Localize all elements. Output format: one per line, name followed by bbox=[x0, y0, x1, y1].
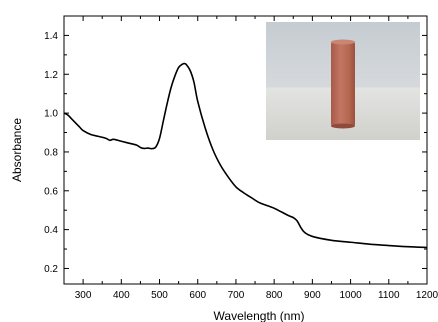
x-tick-label: 1000 bbox=[339, 290, 362, 301]
y-tick-label: 0.4 bbox=[44, 225, 58, 236]
x-tick-label: 1100 bbox=[378, 290, 400, 301]
y-tick-label: 1.0 bbox=[44, 109, 58, 120]
x-tick-label: 300 bbox=[75, 290, 92, 301]
y-axis-title: Absorbance bbox=[10, 118, 24, 182]
series-layer bbox=[63, 62, 428, 249]
y-tick-label: 0.6 bbox=[44, 186, 58, 197]
inset-photo-cuvette bbox=[266, 22, 420, 140]
cuvette-bottom bbox=[331, 123, 355, 129]
x-tick-label: 400 bbox=[113, 290, 130, 301]
x-tick-label: 1200 bbox=[416, 290, 438, 301]
absorbance-series-line bbox=[63, 62, 428, 249]
cuvette bbox=[331, 41, 355, 127]
x-axis-ticks: 300 400 500 600 700 800 900 1000 1100 1200 bbox=[63, 16, 438, 301]
y-tick-label: 0.8 bbox=[44, 147, 58, 158]
x-tick-label: 600 bbox=[189, 290, 206, 301]
plot-frame bbox=[63, 15, 428, 285]
y-axis-ticks: 0.2 0.4 0.6 0.8 1.0 1.2 1.4 bbox=[44, 31, 427, 275]
x-axis-title: Wavelength (nm) bbox=[214, 309, 305, 322]
x-tick-label: 900 bbox=[304, 290, 321, 301]
cuvette-top bbox=[331, 39, 355, 45]
x-tick-label: 500 bbox=[151, 290, 168, 301]
plot-border bbox=[63, 15, 428, 285]
y-tick-label: 1.2 bbox=[44, 70, 58, 81]
x-tick-label: 800 bbox=[266, 290, 283, 301]
y-tick-label: 1.4 bbox=[44, 31, 58, 42]
x-tick-label: 700 bbox=[228, 290, 245, 301]
y-tick-label: 0.2 bbox=[44, 264, 58, 275]
